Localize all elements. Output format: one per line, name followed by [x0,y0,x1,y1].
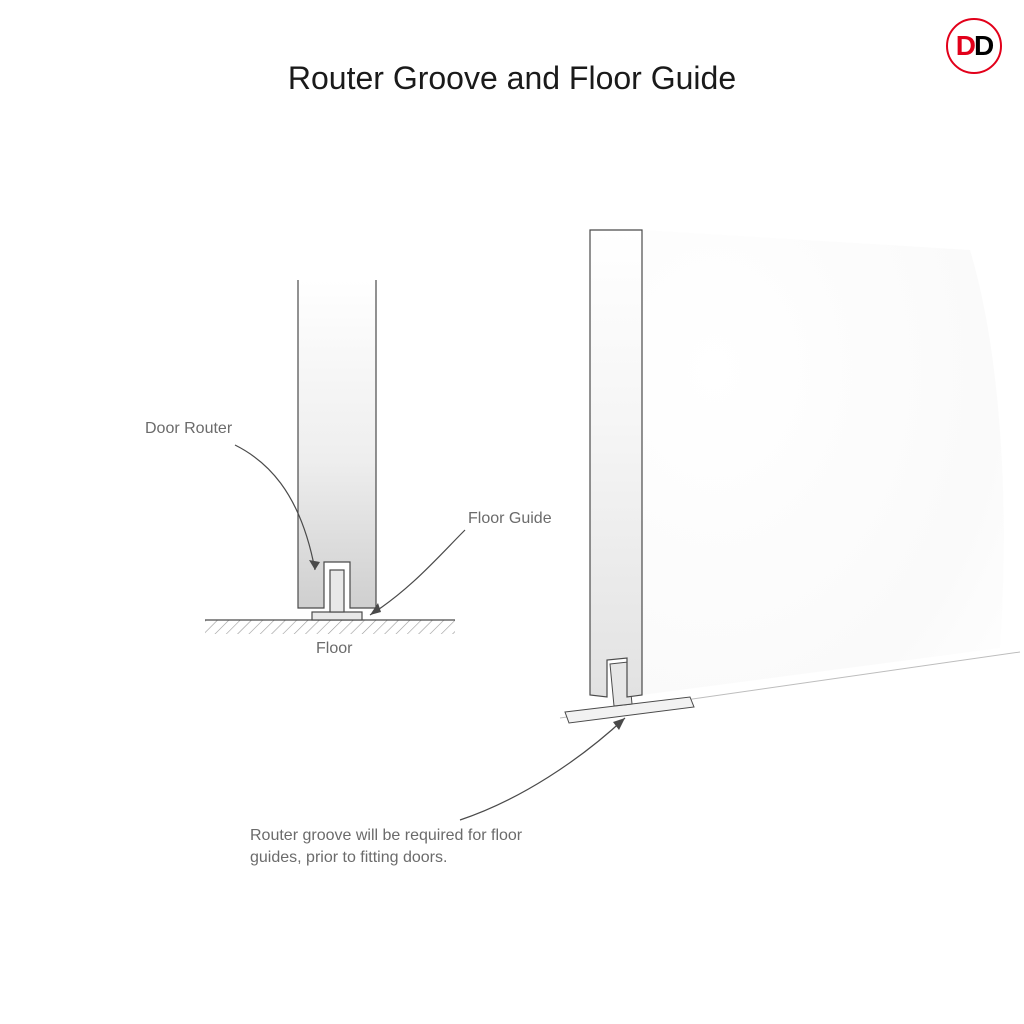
leader-caption [460,718,625,820]
label-floor: Floor [316,640,352,658]
label-floor-guide: Floor Guide [468,510,552,528]
label-door-router: Door Router [145,420,232,438]
floor-hatch [205,620,455,634]
leader-floor-guide [370,530,465,615]
door-side-face [642,230,1004,695]
door-front-edge [590,230,642,697]
diagram-caption: Router groove will be required for floor… [250,825,550,870]
door-cross-section [298,280,376,608]
